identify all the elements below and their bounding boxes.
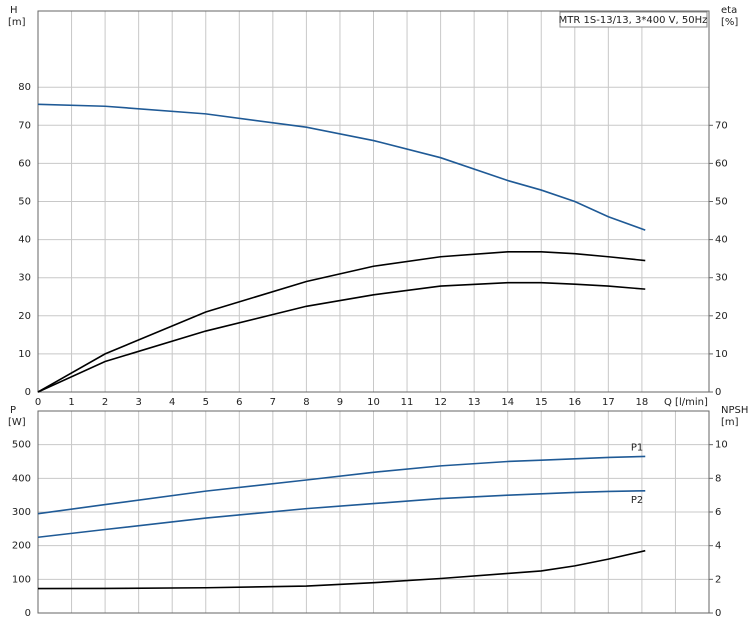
y-tick-label: 500	[12, 440, 31, 451]
y2-tick-label: 70	[715, 120, 728, 131]
x-tick-label: 18	[636, 397, 649, 408]
curve	[37, 489, 646, 539]
x-tick-label: 1	[68, 397, 74, 408]
series-label: P1	[631, 442, 643, 453]
y2-tick-label: 6	[715, 507, 721, 518]
y2-tick-label: 40	[715, 235, 728, 246]
y-tick-label: 30	[18, 273, 31, 284]
y2-axis-label: eta	[721, 5, 737, 16]
x-tick-label: 5	[203, 397, 209, 408]
y-axis-label: H	[10, 5, 18, 16]
y-tick-label: 0	[25, 387, 31, 398]
y2-tick-label: 0	[715, 608, 721, 619]
x-tick-label: 13	[468, 397, 481, 408]
x-tick-label: 10	[367, 397, 380, 408]
curve	[37, 281, 646, 393]
y-axis-unit: [m]	[8, 17, 26, 28]
x-axis-label: Q [l/min]	[664, 397, 708, 408]
y2-tick-label: 30	[715, 273, 728, 284]
y2-axis-label: NPSH	[721, 405, 748, 416]
x-tick-label: 14	[501, 397, 514, 408]
x-tick-label: 16	[568, 397, 581, 408]
y2-tick-label: 4	[715, 541, 721, 552]
plot-frame	[37, 10, 710, 393]
y2-tick-label: 10	[715, 440, 728, 451]
x-tick-label: 8	[303, 397, 309, 408]
y-tick-label: 80	[18, 82, 31, 93]
y2-tick-label: 10	[715, 349, 728, 360]
title-box	[559, 11, 708, 28]
y-tick-label: 0	[25, 608, 31, 619]
y-tick-label: 20	[18, 311, 31, 322]
y-axis-unit: [W]	[8, 417, 26, 428]
y2-tick-label: 2	[715, 574, 721, 585]
curve	[37, 103, 646, 231]
y-tick-label: 60	[18, 158, 31, 169]
y-tick-label: 50	[18, 197, 31, 208]
y-tick-label: 70	[18, 120, 31, 131]
y2-tick-label: 60	[715, 158, 728, 169]
x-tick-label: 9	[337, 397, 343, 408]
x-tick-label: 12	[434, 397, 447, 408]
y2-axis-unit: [m]	[721, 417, 739, 428]
y2-tick-label: 8	[715, 473, 721, 484]
y-tick-label: 100	[12, 574, 31, 585]
y-tick-label: 200	[12, 541, 31, 552]
y2-axis-unit: [%]	[721, 17, 738, 28]
x-tick-label: 3	[135, 397, 141, 408]
x-tick-label: 7	[270, 397, 276, 408]
y-axis-label: P	[10, 405, 16, 416]
y-tick-label: 400	[12, 473, 31, 484]
curve	[37, 250, 646, 393]
y2-tick-label: 50	[715, 197, 728, 208]
curve	[37, 549, 646, 590]
curve	[37, 455, 646, 515]
series-label: P2	[631, 495, 643, 506]
x-tick-label: 15	[535, 397, 548, 408]
x-tick-label: 0	[35, 397, 41, 408]
x-tick-label: 4	[169, 397, 175, 408]
y-tick-label: 10	[18, 349, 31, 360]
x-tick-label: 17	[602, 397, 615, 408]
x-tick-label: 11	[401, 397, 414, 408]
x-tick-label: 2	[102, 397, 108, 408]
plot-frame	[37, 410, 710, 614]
y2-tick-label: 0	[715, 387, 721, 398]
y-tick-label: 300	[12, 507, 31, 518]
x-tick-label: 6	[236, 397, 242, 408]
chart-title: MTR 1S-13/13, 3*400 V, 50Hz	[559, 15, 708, 26]
y-tick-label: 40	[18, 235, 31, 246]
y2-tick-label: 20	[715, 311, 728, 322]
